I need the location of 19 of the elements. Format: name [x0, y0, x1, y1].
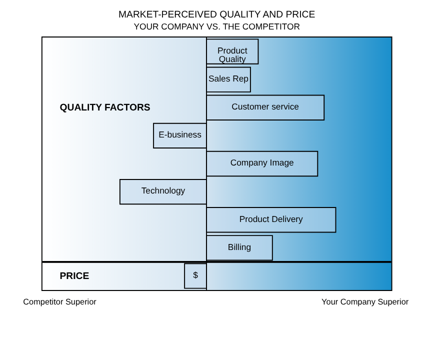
bar: [206, 235, 273, 261]
y-tick-label: Billing: [228, 242, 252, 252]
y-tick-label: Product Delivery: [239, 214, 304, 224]
y-tick-label: Company Image: [230, 158, 294, 168]
bar: [206, 207, 336, 233]
annotation: QUALITY FACTORS: [60, 102, 151, 114]
y-tick-label: $: [193, 270, 198, 280]
y-tick-label: Product Quality: [217, 45, 248, 64]
chart-title: MARKET-PERCEIVED QUALITY AND PRICE: [118, 10, 316, 21]
y-tick-label: E-business: [158, 130, 202, 140]
bar: [184, 263, 208, 289]
chart-subtitle: YOUR COMPANY VS. THE COMPETITOR: [134, 21, 300, 32]
bar: [206, 94, 325, 120]
bar: [206, 150, 318, 177]
bar: [119, 178, 208, 205]
y-tick-label: Technology: [141, 186, 186, 196]
y-tick-label: Sales Rep: [208, 74, 249, 84]
text: PRICE: [60, 270, 90, 282]
y-tick-label: Customer service: [232, 102, 300, 112]
